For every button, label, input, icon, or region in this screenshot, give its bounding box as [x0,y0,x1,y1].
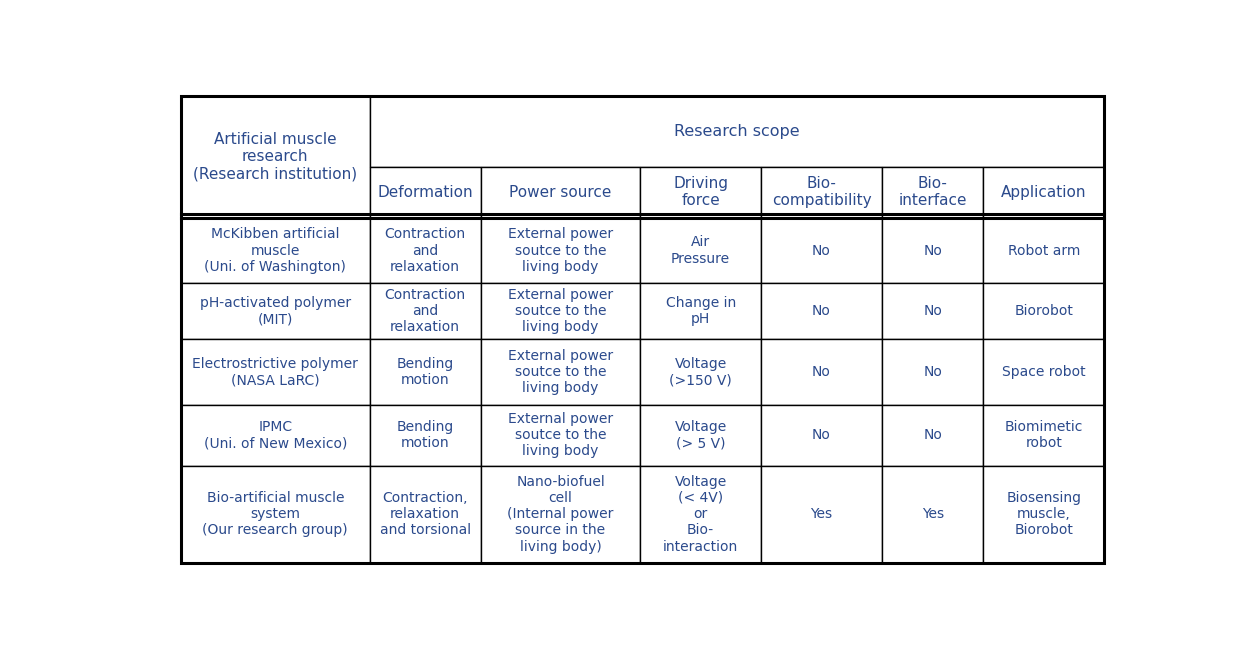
Text: Bio-
interface: Bio- interface [898,176,967,208]
Text: Change in
pH: Change in pH [666,296,736,326]
Bar [480,167,641,217]
Text: Biorobot: Biorobot [1014,305,1073,318]
Bar [761,217,882,284]
Text: Deformation: Deformation [377,185,473,200]
Bar [370,217,480,284]
Text: Contraction,
relaxation
and torsional: Contraction, relaxation and torsional [380,491,470,537]
Bar [181,466,370,563]
Text: No: No [813,428,831,442]
Text: Biosensing
muscle,
Biorobot: Biosensing muscle, Biorobot [1007,491,1081,537]
Text: Voltage
(>150 V): Voltage (>150 V) [670,357,732,387]
Text: Bio-
compatibility: Bio- compatibility [771,176,872,208]
Bar [370,339,480,405]
Bar [370,284,480,339]
Text: No: No [923,244,942,257]
Text: IPMC
(Uni. of New Mexico): IPMC (Uni. of New Mexico) [203,420,347,450]
Text: External power
soutce to the
living body: External power soutce to the living body [508,227,613,274]
Bar [641,167,761,217]
Bar [882,405,983,466]
Text: External power
soutce to the
living body: External power soutce to the living body [508,288,613,335]
Text: Research scope: Research scope [675,124,800,139]
Text: Driving
force: Driving force [673,176,729,208]
Text: Artificial muscle
research
(Research institution): Artificial muscle research (Research ins… [193,132,357,182]
Bar [641,339,761,405]
Bar [480,339,641,405]
Bar [480,405,641,466]
Bar [641,466,761,563]
Text: Electrostrictive polymer
(NASA LaRC): Electrostrictive polymer (NASA LaRC) [192,357,359,387]
Text: Voltage
(> 5 V): Voltage (> 5 V) [675,420,727,450]
Text: Application: Application [1001,185,1087,200]
Bar [882,284,983,339]
Text: Power source: Power source [509,185,612,200]
Bar [370,466,480,563]
Text: Contraction
and
relaxation: Contraction and relaxation [385,227,465,274]
Text: Voltage
(< 4V)
or
Bio-
interaction: Voltage (< 4V) or Bio- interaction [663,475,739,553]
Text: pH-activated polymer
(MIT): pH-activated polymer (MIT) [199,296,351,326]
Bar [370,405,480,466]
Text: Nano-biofuel
cell
(Internal power
source in the
living body): Nano-biofuel cell (Internal power source… [508,475,613,553]
Text: No: No [923,428,942,442]
Bar [761,339,882,405]
Text: McKibben artificial
muscle
(Uni. of Washington): McKibben artificial muscle (Uni. of Wash… [204,227,346,274]
Bar [641,284,761,339]
Bar [641,405,761,466]
Bar [181,217,370,284]
Text: No: No [813,244,831,257]
Bar [370,96,1105,167]
Text: Yes: Yes [810,507,833,521]
Text: External power
soutce to the
living body: External power soutce to the living body [508,349,613,395]
Bar [983,284,1105,339]
Bar [882,167,983,217]
Text: Bending
motion: Bending motion [396,357,454,387]
Text: Space robot: Space robot [1002,365,1086,379]
Text: Bending
motion: Bending motion [396,420,454,450]
Bar [882,339,983,405]
Text: Bio-artificial muscle
system
(Our research group): Bio-artificial muscle system (Our resear… [202,491,349,537]
Bar [480,466,641,563]
Bar [370,167,480,217]
Bar [983,405,1105,466]
Text: No: No [923,365,942,379]
Bar [181,96,370,217]
Bar [181,339,370,405]
Text: No: No [813,365,831,379]
Bar [761,405,882,466]
Bar [882,466,983,563]
Text: Air
Pressure: Air Pressure [671,235,730,266]
Bar [761,167,882,217]
Bar [181,405,370,466]
Bar [761,466,882,563]
Bar [983,339,1105,405]
Bar [480,284,641,339]
Bar [181,284,370,339]
Bar [983,167,1105,217]
Text: Yes: Yes [922,507,944,521]
Bar [983,466,1105,563]
Text: No: No [813,305,831,318]
Bar [761,284,882,339]
Text: Robot arm: Robot arm [1008,244,1080,257]
Bar [983,217,1105,284]
Text: Contraction
and
relaxation: Contraction and relaxation [385,288,465,335]
Bar [882,217,983,284]
Bar [641,217,761,284]
Text: External power
soutce to the
living body: External power soutce to the living body [508,412,613,458]
Bar [480,217,641,284]
Text: Biomimetic
robot: Biomimetic robot [1004,420,1083,450]
Text: No: No [923,305,942,318]
